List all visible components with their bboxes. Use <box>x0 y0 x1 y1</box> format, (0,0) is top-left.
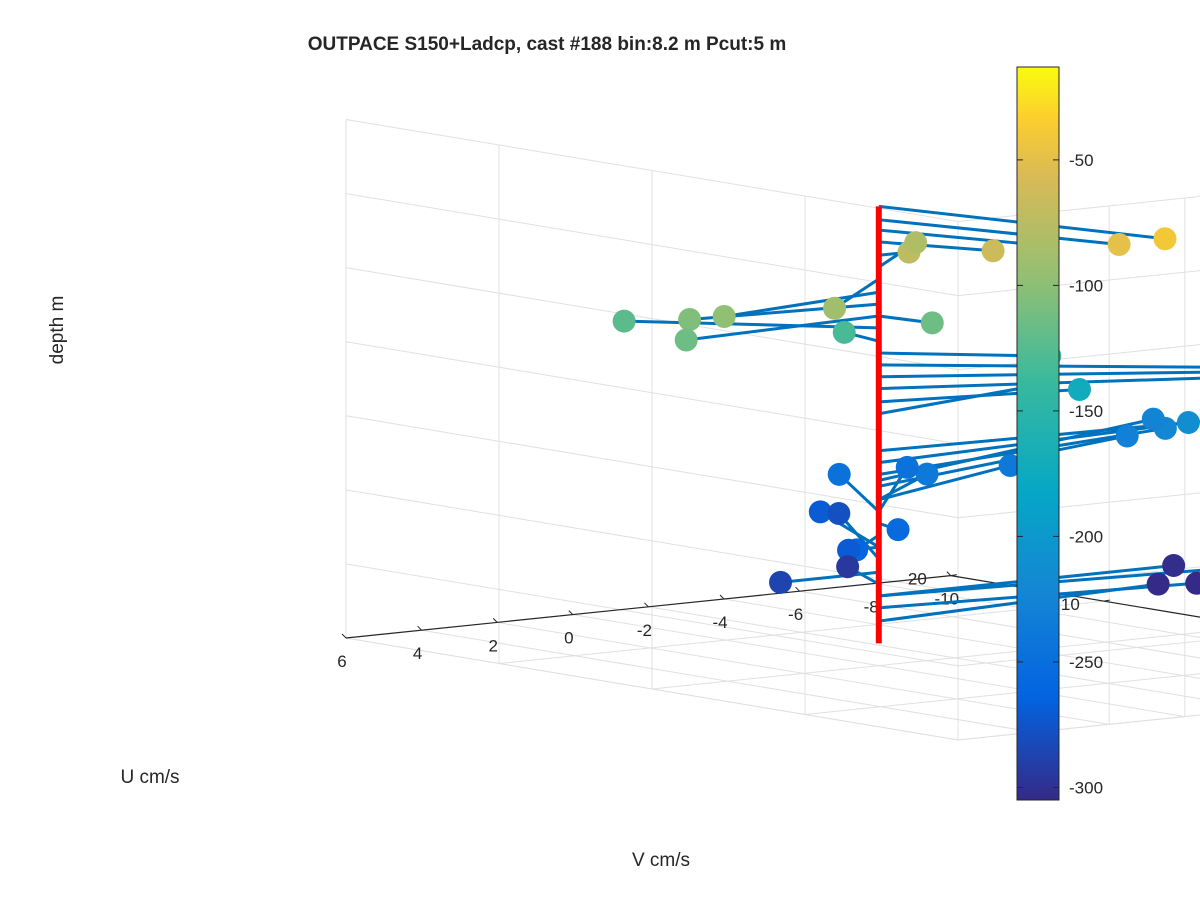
velocity-point <box>808 500 832 524</box>
x-tick-label: -8 <box>864 597 879 616</box>
velocity-point <box>1141 407 1165 431</box>
velocity-point <box>836 555 860 579</box>
grid-line <box>498 600 1104 664</box>
x-tick <box>568 610 574 615</box>
velocity-point <box>915 462 939 486</box>
velocity-point <box>674 328 698 352</box>
velocity-point <box>895 455 919 479</box>
velocity-point <box>1068 377 1091 401</box>
velocity-stick <box>878 464 1011 502</box>
x-tick-label: -2 <box>637 621 652 640</box>
grid-line <box>804 673 1200 715</box>
colorbar-gradient <box>1016 66 1060 801</box>
velocity-point <box>998 453 1022 477</box>
x-tick-label: -6 <box>788 605 803 624</box>
x-axis-label: V cm/s <box>632 850 690 871</box>
velocity-stick <box>878 218 1120 246</box>
x-tick-label: 4 <box>413 644 422 663</box>
grid-line <box>345 415 959 519</box>
velocity-point <box>886 518 910 542</box>
grid-line <box>345 119 959 223</box>
velocity-stick <box>686 314 879 342</box>
y-tick <box>950 574 957 577</box>
velocity-point <box>1176 410 1200 434</box>
x-tick <box>417 625 422 631</box>
velocity-point <box>832 320 856 344</box>
velocity-point <box>920 311 944 335</box>
x-tick <box>644 602 649 608</box>
velocity-point <box>712 304 736 328</box>
x-tick-label: -4 <box>712 613 727 632</box>
velocity-point <box>1107 232 1131 256</box>
x-tick <box>795 586 800 592</box>
colorbar-tick-label: -300 <box>1069 778 1103 797</box>
x-tick-label: 0 <box>564 629 573 648</box>
velocity-stick <box>878 370 1200 379</box>
velocity-stick <box>878 363 1200 369</box>
velocity-point <box>678 308 702 332</box>
colorbar-tick-label: -50 <box>1069 151 1094 170</box>
velocity-point <box>612 309 636 333</box>
colorbar-tick-label: -150 <box>1069 402 1103 421</box>
velocity-point <box>827 462 851 486</box>
velocity-point <box>769 570 793 594</box>
colorbar-ticks: -50 -100 -150 -200 -250 -300 <box>1017 151 1103 797</box>
grid-line <box>345 193 959 297</box>
velocity-point <box>1153 227 1177 251</box>
x-tick <box>719 594 725 600</box>
velocity-point <box>827 502 851 526</box>
velocity-point <box>1185 571 1200 595</box>
x-tick <box>492 618 498 623</box>
grid-line <box>345 563 959 667</box>
colorbar-tick-label: -100 <box>1069 276 1103 295</box>
x-tick-label: 2 <box>488 636 497 655</box>
velocity-point <box>1115 424 1139 448</box>
grid-line <box>345 267 959 371</box>
colorbar-tick-label: -200 <box>1069 527 1103 546</box>
x-tick <box>946 571 952 576</box>
grid-line <box>345 637 959 741</box>
y-tick-label: 10 <box>1061 595 1080 614</box>
velocity-point <box>981 239 1005 263</box>
y-tick-label: 20 <box>908 570 927 589</box>
y-axis-label: U cm/s <box>120 767 179 788</box>
velocity-point <box>823 296 847 320</box>
grid-line <box>651 631 1200 690</box>
grid-line <box>345 341 959 445</box>
velocity-stick <box>723 290 880 318</box>
x-tick <box>341 633 347 639</box>
velocity-point <box>1146 572 1170 596</box>
velocity-stick <box>878 383 1042 416</box>
velocity-point <box>1162 554 1186 578</box>
colorbar-tick-label: -250 <box>1069 653 1103 672</box>
velocity-point <box>904 231 928 255</box>
velocity-point <box>837 538 861 562</box>
x-tick-label: 6 <box>337 652 346 671</box>
velocity-stick <box>878 240 994 253</box>
y-tick <box>1103 599 1110 602</box>
colorbar: -50 -100 -150 -200 -250 -300 <box>1016 66 1103 801</box>
chart-title: OUTPACE S150+Ladcp, cast #188 bin:8.2 m … <box>308 34 787 55</box>
z-axis-label: depth m <box>47 296 68 365</box>
